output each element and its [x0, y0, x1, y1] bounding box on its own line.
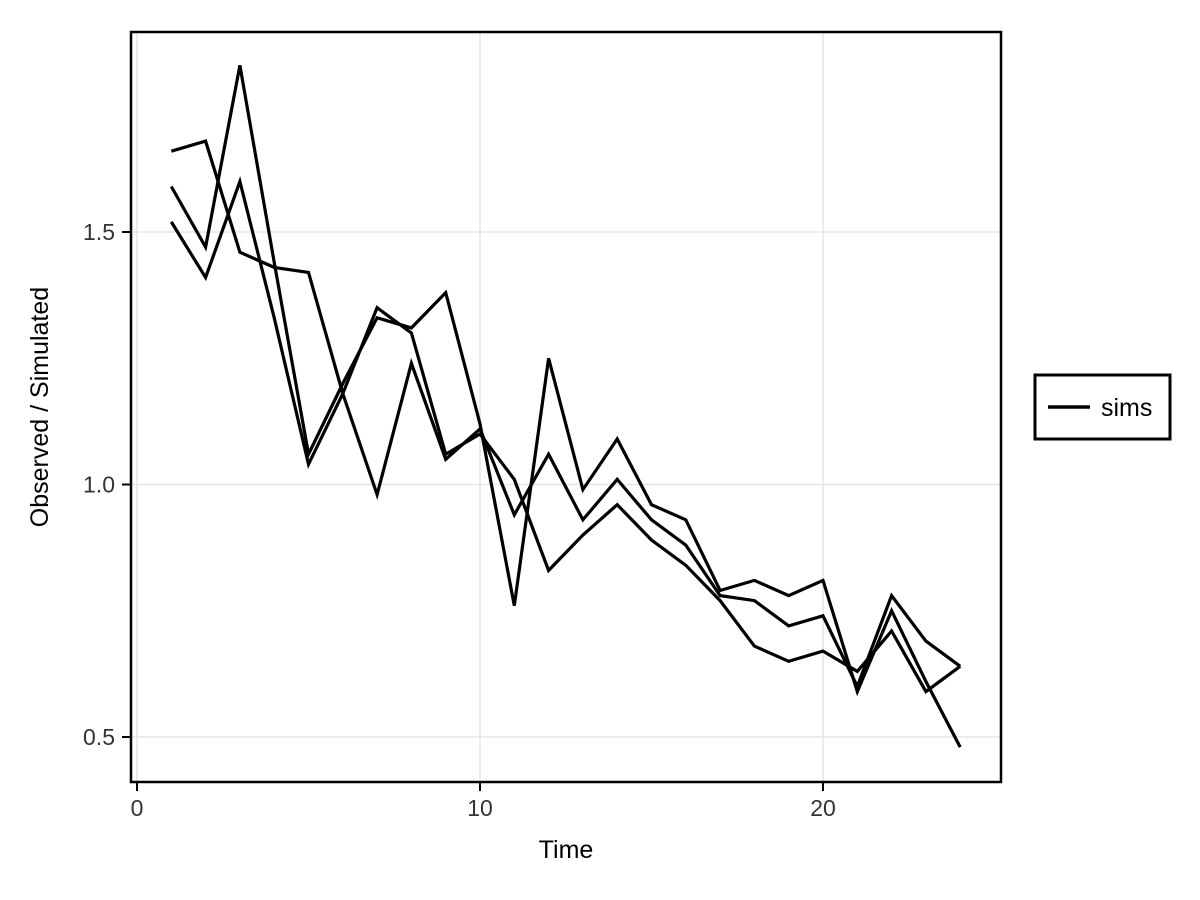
panel-border [129, 30, 1003, 784]
series-line [170, 139, 962, 691]
series-line [169, 176, 962, 694]
axis-tick-labels: 0 10 20 0.5 1.0 1.5 [83, 219, 836, 821]
y-tick-label: 1.0 [83, 472, 115, 498]
x-tick-label: 20 [810, 795, 836, 821]
x-tick-label: 10 [467, 795, 493, 821]
x-axis-title: Time [539, 836, 594, 864]
gridlines [131, 32, 1001, 782]
y-tick-label: 0.5 [83, 724, 115, 750]
y-tick-label: 1.5 [83, 219, 115, 245]
x-tick-label: 0 [131, 795, 144, 821]
legend: sims [1033, 373, 1172, 441]
y-axis-title: Observed / Simulated [26, 287, 54, 527]
series-lines [169, 65, 962, 748]
axis-ticks [122, 231, 824, 791]
legend-label: sims [1101, 394, 1152, 422]
series-line [169, 65, 962, 748]
